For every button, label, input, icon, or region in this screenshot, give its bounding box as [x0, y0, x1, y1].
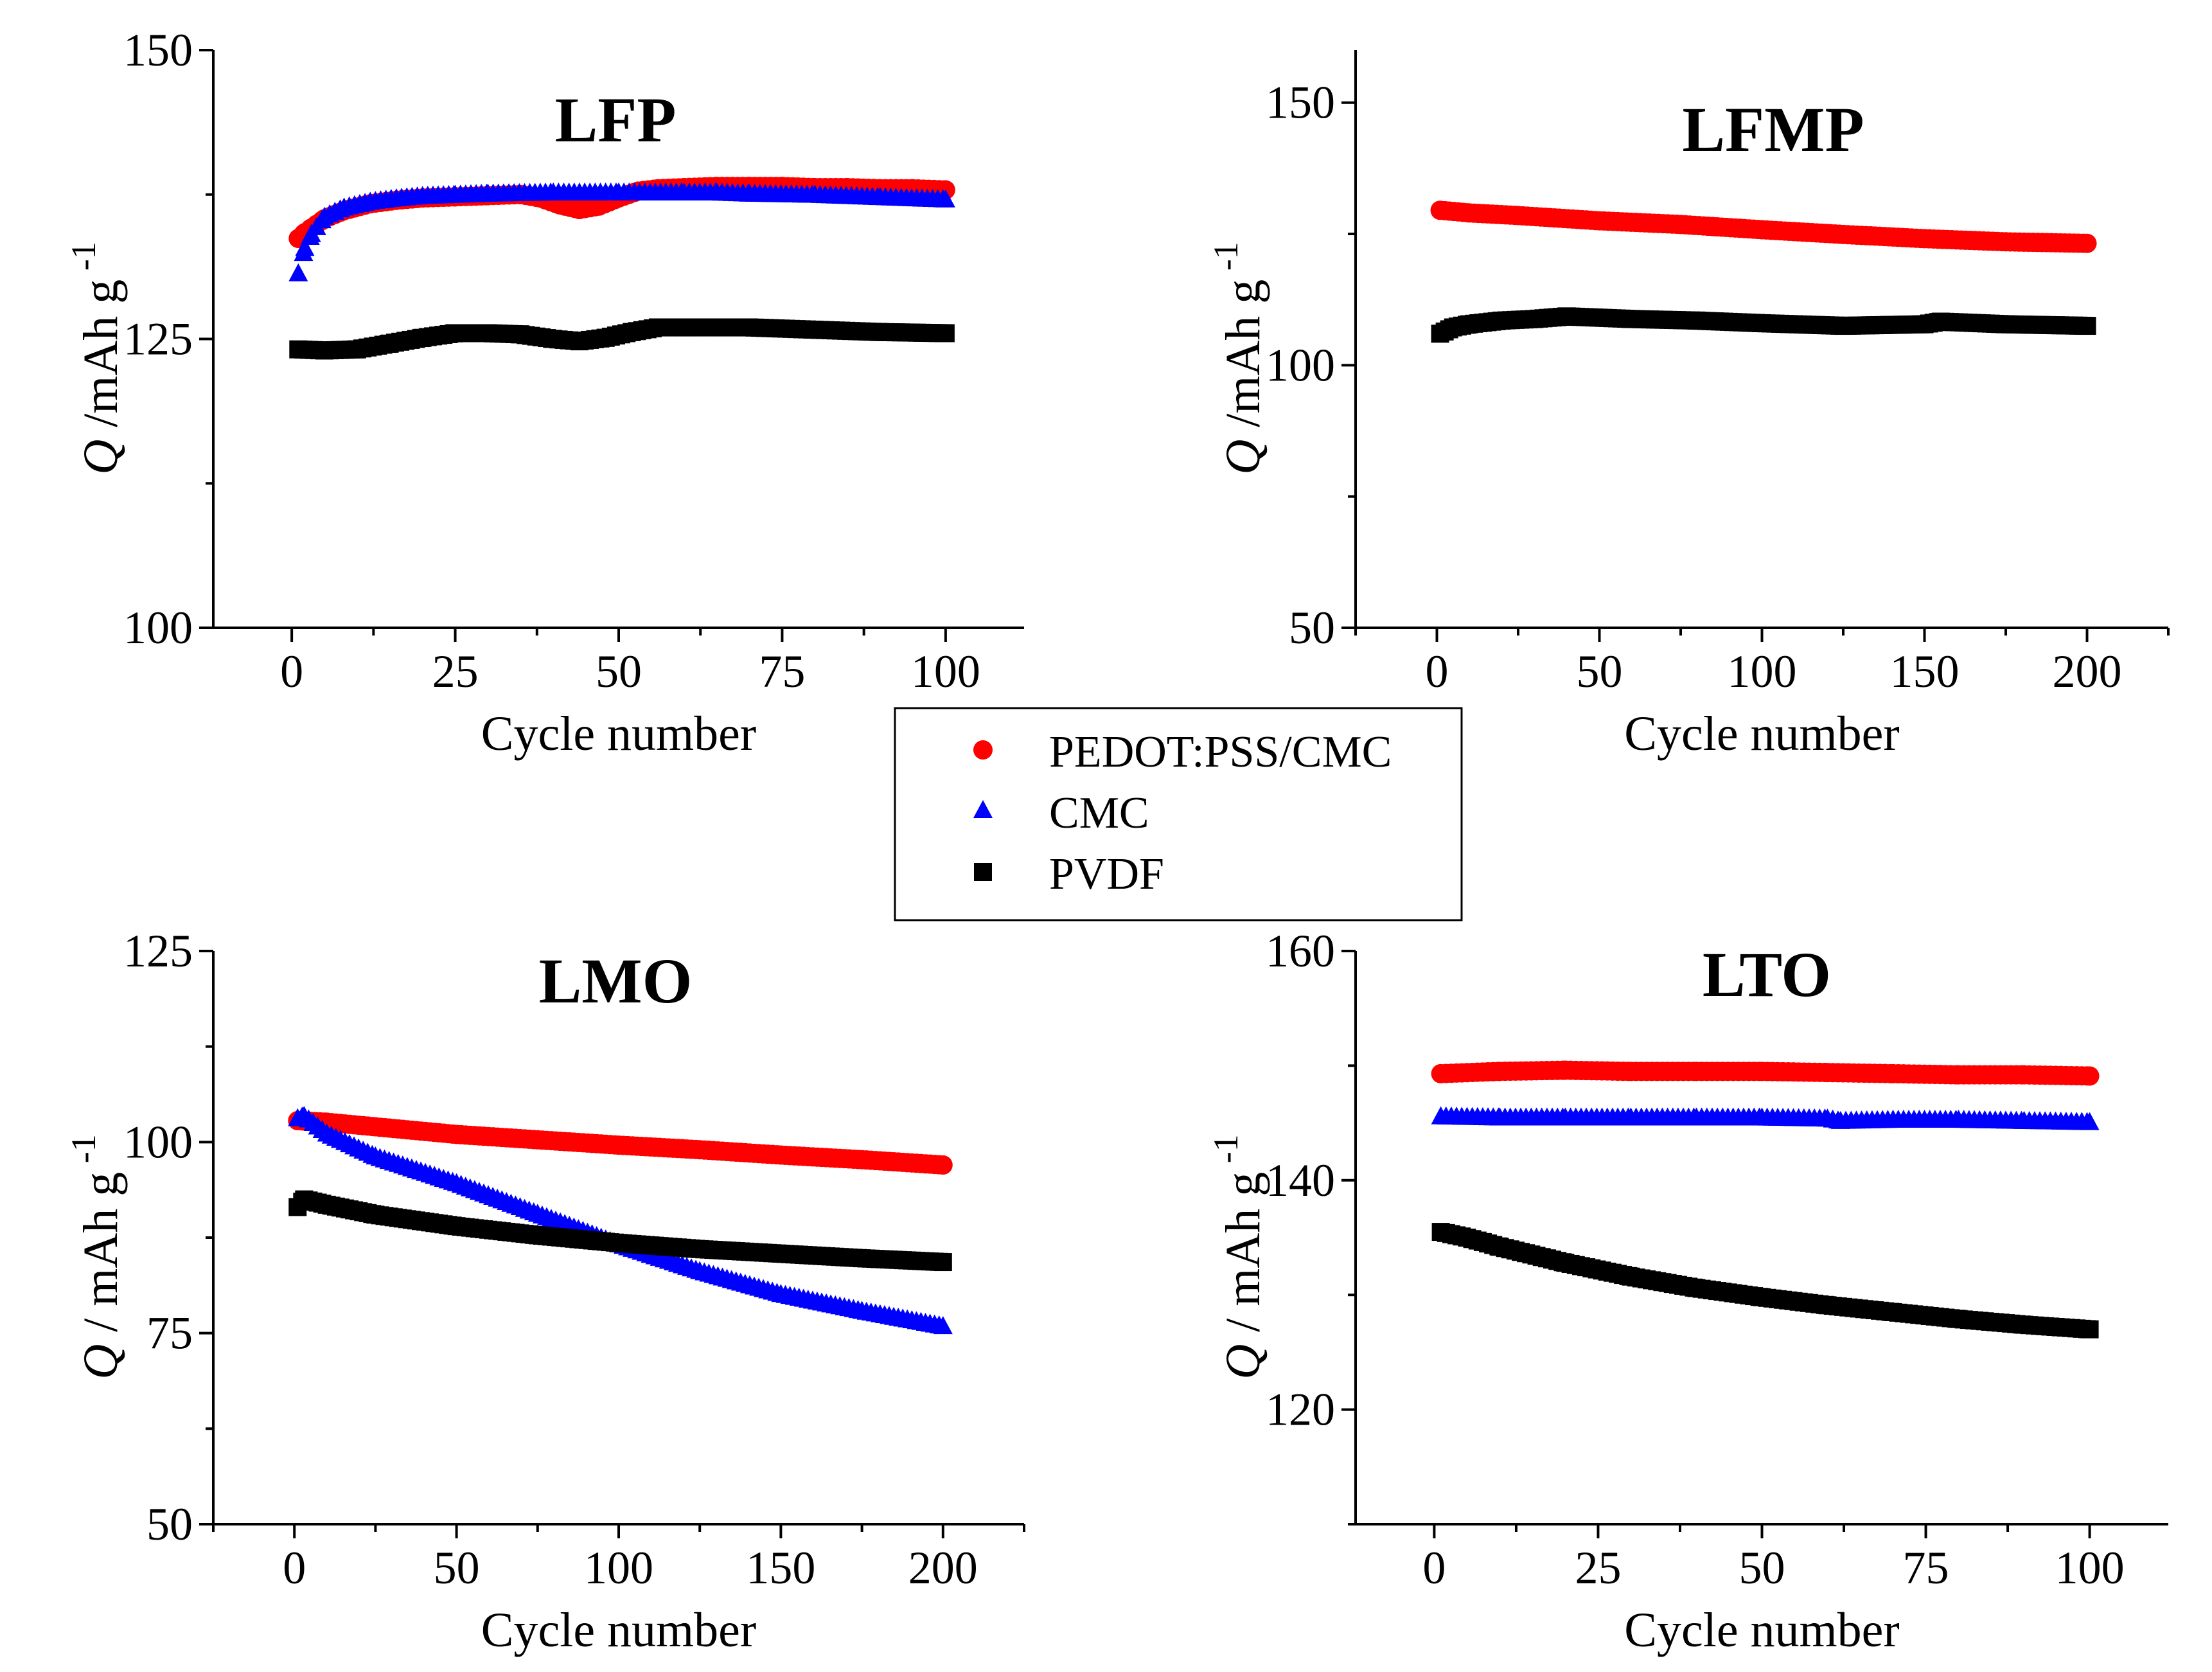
- panel-title: LFP: [555, 84, 677, 156]
- data-point: [2080, 1066, 2100, 1086]
- y-tick-label: 125: [123, 314, 193, 365]
- data-point: [2077, 233, 2097, 253]
- x-tick-label: 100: [2055, 1542, 2125, 1594]
- legend-item-cmc: CMC: [973, 788, 1149, 838]
- legend-marker: [973, 800, 993, 818]
- y-axis-superscript: -1: [64, 242, 103, 279]
- series-cmc: [1431, 1106, 2100, 1130]
- data-point: [933, 1253, 952, 1272]
- panel-lto: 0 25 50 75 100 120 140 160 Cycle number Q / mAh g…: [1207, 925, 2168, 1657]
- x-axis-label: Cycle number: [1624, 707, 1899, 761]
- series-pvdf: [289, 318, 955, 360]
- series-pvdf: [288, 1190, 952, 1272]
- x-axis-label: Cycle number: [1624, 1603, 1899, 1657]
- x-tick-label: 75: [1903, 1542, 1949, 1594]
- x-tick-label: 100: [584, 1542, 653, 1594]
- x-tick-label: 200: [908, 1542, 978, 1594]
- y-axis-unit: / mAh g: [1216, 1172, 1270, 1344]
- y-tick-label: 160: [1266, 925, 1335, 977]
- x-tick-label: 100: [911, 646, 980, 697]
- y-axis-unit: / mAh g: [74, 1172, 128, 1344]
- y-tick-label: 100: [123, 602, 193, 654]
- y-axis-label: Q / mAh g -1: [1207, 1134, 1270, 1380]
- legend-item-pvdf: PVDF: [974, 849, 1164, 899]
- x-tick-label: 0: [283, 1542, 306, 1594]
- x-tick-label: 0: [1422, 1542, 1446, 1594]
- legend-marker: [973, 740, 993, 760]
- panel-lfp: 0 25 50 75 100 100 125 150 Cycle number Q /mAh g …: [64, 24, 1024, 761]
- y-tick-label: 125: [123, 925, 193, 977]
- y-axis-symbol: Q: [74, 440, 128, 475]
- x-tick-label: 150: [746, 1542, 815, 1594]
- y-tick-label: 75: [146, 1308, 193, 1359]
- panel-lmo: 0 50 100 150 200 50 75 100 125 Cycle number Q / mA…: [64, 925, 1025, 1657]
- series-pedot-pss-cmc: [288, 1111, 953, 1175]
- y-axis-symbol: Q: [74, 1344, 128, 1380]
- x-tick-label: 50: [596, 646, 642, 697]
- data-point: [936, 324, 955, 342]
- panel-title: LTO: [1703, 939, 1831, 1010]
- y-tick-label: 150: [1266, 77, 1335, 129]
- legend-marker: [974, 863, 992, 881]
- x-tick-label: 25: [432, 646, 479, 697]
- panel-title: LFMP: [1682, 94, 1864, 165]
- panel-lfmp: 0 50 100 150 200 50 100 150 Cycle number Q /mAh g…: [1207, 50, 2170, 761]
- y-tick-label: 140: [1266, 1155, 1335, 1206]
- series-pedot-pss-cmc: [1431, 1060, 2100, 1086]
- y-tick-label: 150: [123, 24, 193, 76]
- y-axis-superscript: -1: [1207, 242, 1245, 279]
- x-tick-label: 150: [1890, 646, 1960, 697]
- x-tick-label: 100: [1728, 646, 1797, 697]
- x-axis-label: Cycle number: [481, 707, 756, 761]
- legend-label: CMC: [1049, 788, 1149, 838]
- series-pvdf: [1431, 1223, 2099, 1338]
- y-axis-label: Q /mAh g -1: [1207, 242, 1270, 475]
- data-point: [2078, 317, 2096, 335]
- y-axis-symbol: Q: [1216, 1344, 1270, 1380]
- y-tick-label: 50: [146, 1499, 193, 1550]
- series-pedot-pss-cmc: [1430, 200, 2097, 253]
- legend-label: PVDF: [1049, 849, 1164, 899]
- x-tick-label: 0: [280, 646, 303, 697]
- x-tick-label: 200: [2053, 646, 2122, 697]
- data-point: [2080, 1320, 2099, 1338]
- data-point: [933, 1155, 953, 1175]
- data-point: [288, 263, 308, 281]
- data-point: [295, 238, 315, 256]
- legend-item-pedot-pss-cmc: PEDOT:PSS/CMC: [973, 727, 1392, 777]
- data-point: [935, 189, 955, 208]
- legend-label: PEDOT:PSS/CMC: [1049, 727, 1392, 777]
- series-cmc: [288, 182, 955, 281]
- data-point: [933, 1316, 953, 1335]
- y-axis-superscript: -1: [1207, 1134, 1245, 1171]
- x-tick-label: 50: [1739, 1542, 1785, 1594]
- x-tick-label: 75: [759, 646, 805, 697]
- x-tick-label: 25: [1575, 1542, 1621, 1594]
- y-axis-symbol: Q: [1216, 440, 1270, 475]
- y-axis-unit: /mAh g: [74, 280, 128, 440]
- y-axis-superscript: -1: [64, 1134, 103, 1171]
- x-tick-label: 0: [1426, 646, 1449, 697]
- data-point: [2080, 1112, 2100, 1130]
- panel-title: LMO: [539, 945, 693, 1017]
- y-tick-label: 100: [123, 1116, 193, 1168]
- y-axis-label: Q / mAh g -1: [64, 1134, 128, 1380]
- legend: PEDOT:PSS/CMC CMC PVDF: [894, 707, 1463, 921]
- y-axis-label: Q /mAh g -1: [64, 242, 128, 475]
- series-pvdf: [1431, 307, 2096, 343]
- y-tick-label: 50: [1289, 602, 1335, 654]
- y-axis-unit: /mAh g: [1216, 280, 1270, 440]
- x-axis-label: Cycle number: [481, 1603, 756, 1657]
- y-tick-label: 120: [1266, 1384, 1335, 1436]
- x-tick-label: 50: [1577, 646, 1623, 697]
- y-tick-label: 100: [1266, 339, 1335, 391]
- x-tick-label: 50: [434, 1542, 480, 1594]
